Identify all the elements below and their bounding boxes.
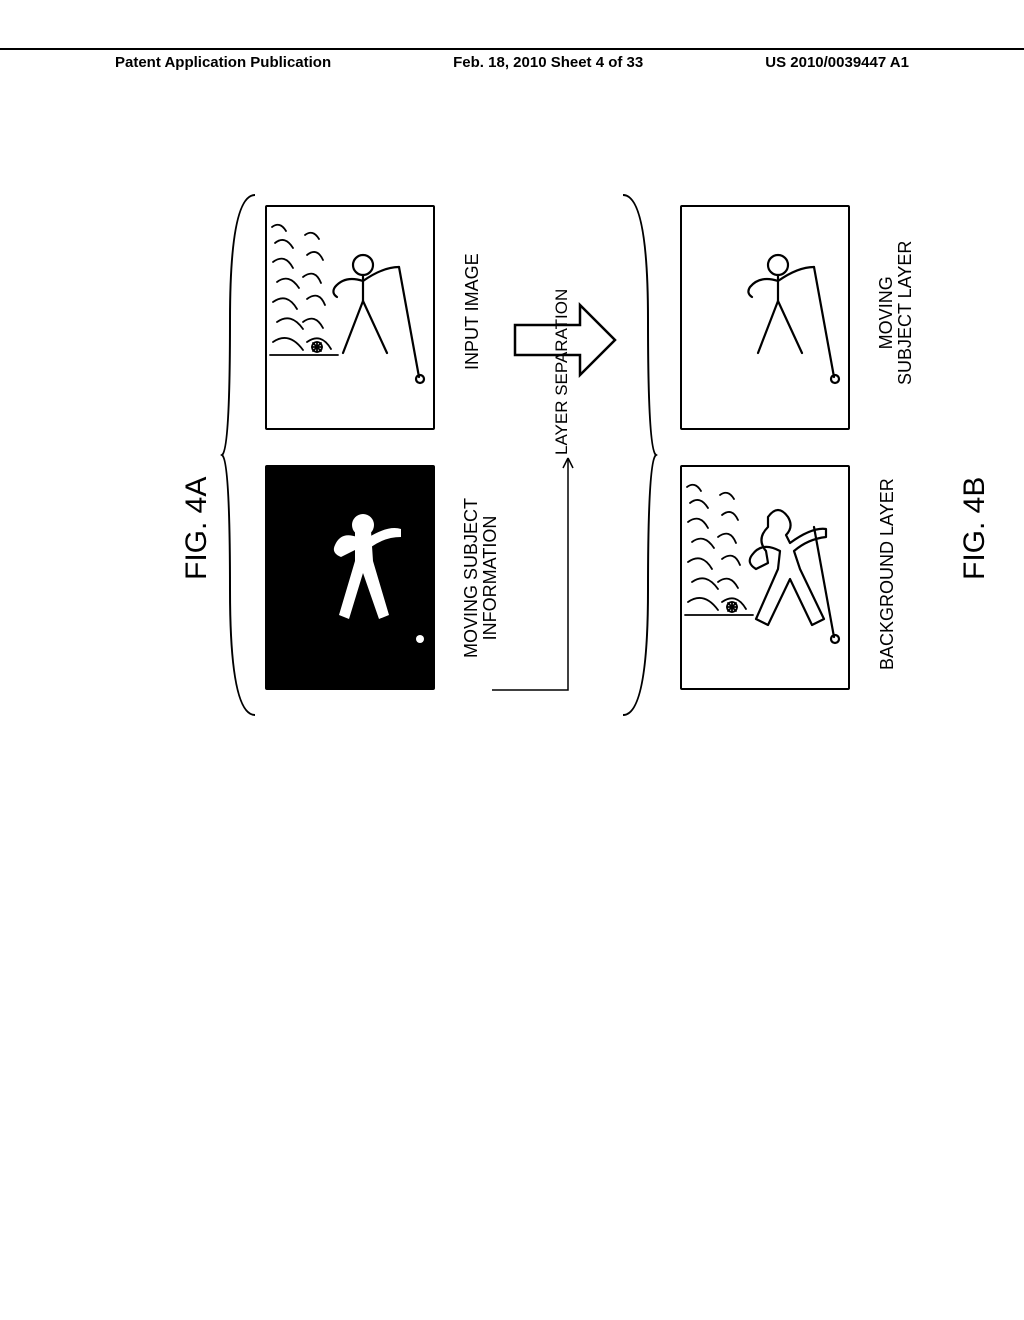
header-left: Patent Application Publication	[115, 54, 331, 71]
fig-4a-label: FIG. 4A	[180, 477, 214, 580]
fig-4b-label: FIG. 4B	[958, 477, 992, 580]
figure-4: FIG. 4A FIG. 4B	[150, 180, 830, 1080]
panel-background-layer	[680, 465, 850, 690]
header-right: US 2010/0039447 A1	[765, 54, 909, 71]
label-input-image: INPUT IMAGE	[462, 253, 483, 370]
header-center: Feb. 18, 2010 Sheet 4 of 33	[453, 54, 643, 71]
panel-moving-layer	[680, 205, 850, 430]
mask-drawing	[267, 467, 435, 690]
label-layer-separation: LAYER SEPARATION	[552, 289, 572, 455]
brace-left	[220, 190, 260, 720]
label-moving-layer: MOVING SUBJECT LAYER	[877, 241, 915, 385]
brace-right	[618, 190, 658, 720]
page-header: Patent Application Publication Feb. 18, …	[0, 48, 1024, 71]
panel-input-image	[265, 205, 435, 430]
arrow-mask-to-sep	[450, 450, 590, 710]
moving-layer-drawing	[682, 207, 850, 430]
input-image-drawing	[267, 207, 435, 430]
background-layer-drawing	[682, 467, 850, 690]
label-background-layer: BACKGROUND LAYER	[877, 478, 898, 670]
panel-mask	[265, 465, 435, 690]
